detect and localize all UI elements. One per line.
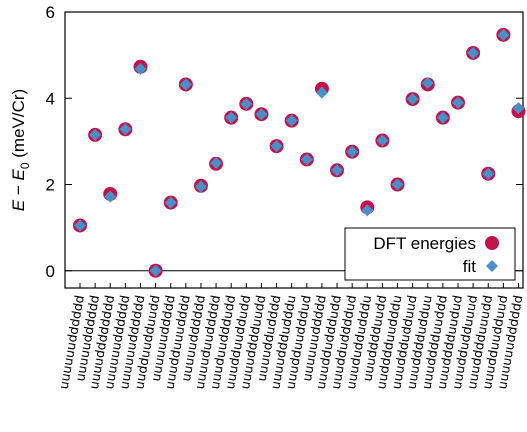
fit-point [164,196,177,209]
fit-point [497,28,510,41]
plot-area: 0246uuuuuudddddduuuuudddddduuuuddddddddu… [46,3,526,390]
fit-point [376,134,389,147]
fit-point [194,180,207,193]
legend-label-dft-energies: DFT energies [373,234,476,253]
fit-point [300,153,313,166]
fit-point [119,123,132,136]
legend: DFT energies fit [344,227,516,281]
fit-point [315,86,328,99]
fit-point [391,178,404,191]
fit-point [104,190,117,203]
fit-point [255,108,268,121]
fit-point [467,46,480,59]
y-axis-label: E − E0 (meV/Cr) [9,89,32,211]
y-tick-label: 4 [46,89,55,108]
fit-point [74,219,86,232]
fit-point [89,128,102,141]
fit-point [225,111,238,124]
fit-point [331,164,344,177]
fit-point [406,93,419,106]
fit-point [285,114,298,127]
fit-point [512,102,525,115]
fit-point [421,77,434,90]
fit-point [149,264,162,277]
fit-point [134,62,147,75]
y-tick-label: 2 [46,176,55,195]
plot-frame [64,11,524,289]
legend-box [344,227,516,281]
fit-point [361,204,374,217]
fit-point [270,140,283,153]
y-tick-label: 6 [46,3,55,22]
fit-point [346,145,359,158]
fit-point [240,97,253,110]
legend-marker-dft-energies [485,236,499,250]
legend-marker-fit [486,260,498,272]
y-tick-label: 0 [46,262,55,281]
fit-point [179,78,192,91]
legend-label-fit: fit [463,257,477,276]
fit-point [482,167,495,180]
fit-point [210,156,223,169]
fit-point [436,111,449,124]
fit-point [452,96,464,109]
